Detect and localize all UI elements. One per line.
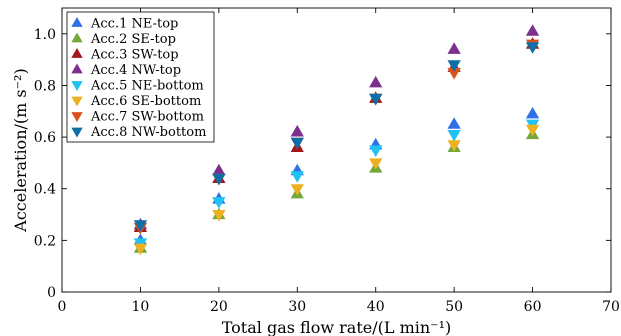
y-axis: 0 0.2 0.4 0.6 0.8 1.0 [34,27,611,301]
legend-entry: Acc.4 NW-top [90,63,181,78]
legend-entry: Acc.6 SE-bottom [90,94,201,109]
data-point [212,163,226,176]
data-point [133,243,148,256]
legend-marker [71,17,83,27]
series-6 [133,124,540,256]
data-point [447,117,461,129]
data-point [369,145,383,157]
data-point [525,24,540,36]
y-tick-label: 0.6 [34,130,56,146]
data-point [212,173,226,186]
y-tick-label: 0 [47,285,56,301]
data-point [525,124,540,137]
legend-entry: Acc.2 SE-top [90,32,176,47]
plot-border [61,7,612,293]
data-point [369,158,383,170]
legend-entry: Acc.1 NE-top [90,17,178,32]
x-tick-label: 0 [58,299,67,315]
legend-marker [71,63,83,74]
data-point [290,184,304,196]
data-point [290,124,304,137]
legend-box [66,11,215,143]
x-tick-label: 10 [132,299,150,315]
x-tick-label: 70 [602,299,620,315]
data-point [447,140,461,152]
legend-marker [71,112,83,122]
x-tick-label: 30 [288,299,306,315]
data-point [447,60,461,72]
series-2 [133,127,540,253]
data-point [290,137,304,150]
data-point [369,93,383,106]
data-point [212,197,226,209]
x-tick-label: 40 [367,299,385,315]
data-point [447,42,461,54]
x-tick-label: 20 [210,299,228,315]
legend-marker [71,32,83,43]
legend-entry: Acc.3 SW-top [90,48,179,63]
data-point [525,42,540,54]
y-tick-label: 0.2 [34,233,56,249]
series-8 [133,42,540,232]
plot-frame [61,7,612,293]
legend-marker [71,48,83,58]
y-axis-label: Acceleration/(m s⁻²) [11,68,30,232]
x-axis-label: Total gas flow rate/(L min⁻¹) [222,318,452,336]
data-point [447,68,461,80]
legend-marker [71,96,83,107]
data-point [369,75,383,88]
data-point [447,130,461,142]
legend-entry: Acc.5 NE-bottom [90,79,204,94]
legend-marker [71,81,83,91]
x-axis: 0 10 20 30 40 50 60 70 [58,8,620,315]
data-point [212,210,226,222]
y-tick-label: 0.4 [34,182,56,198]
data-points [133,24,540,256]
data-point [525,106,540,119]
legend-entry: Acc.8 NW-bottom [90,125,206,140]
data-point [133,220,148,232]
data-point [290,171,304,183]
legend-entry: Acc.7 SW-bottom [90,110,204,125]
y-tick-label: 1.0 [34,27,56,43]
x-tick-label: 60 [524,299,542,315]
legend-marker [71,127,83,138]
y-tick-label: 0.8 [34,78,56,94]
x-tick-label: 50 [445,299,463,315]
